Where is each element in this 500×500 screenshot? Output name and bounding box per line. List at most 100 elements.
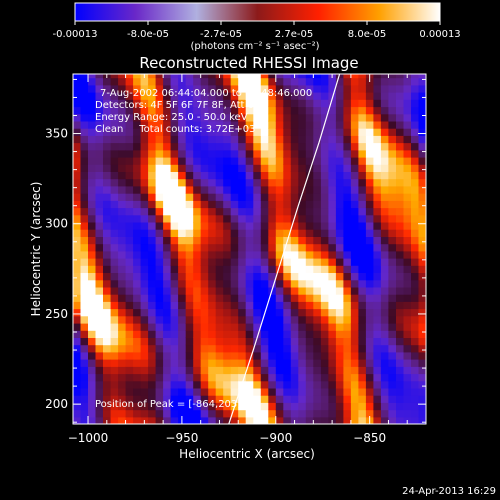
heatmap-cell: [95, 308, 104, 317]
heatmap-cell: [110, 395, 119, 403]
heatmap-cell: [80, 286, 89, 295]
heatmap-cell: [358, 135, 367, 144]
heatmap-cell: [365, 351, 374, 360]
heatmap-cell: [358, 164, 367, 172]
heatmap-cell: [403, 207, 412, 216]
heatmap-cell: [208, 77, 217, 86]
heatmap-cell: [125, 258, 134, 266]
heatmap-cell: [140, 164, 149, 172]
heatmap-cell: [170, 409, 179, 418]
heatmap-cell: [95, 135, 104, 144]
heatmap-cell: [253, 229, 262, 237]
heatmap-cell: [380, 272, 389, 281]
heatmap-cell: [230, 315, 239, 324]
heatmap-cell: [253, 236, 262, 245]
heatmap-cell: [268, 250, 277, 259]
heatmap-cell: [155, 315, 164, 324]
heatmap-cell: [223, 178, 232, 187]
heatmap-cell: [411, 142, 420, 151]
heatmap-cell: [170, 99, 179, 108]
heatmap-cell: [373, 373, 382, 382]
heatmap-cell: [335, 84, 344, 93]
heatmap-cell: [290, 99, 299, 108]
heatmap-cell: [95, 229, 104, 237]
heatmap-cell: [155, 171, 164, 180]
heatmap-cell: [230, 200, 239, 209]
heatmap-cell: [388, 207, 397, 216]
heatmap-cell: [335, 366, 344, 375]
heatmap-cell: [215, 171, 224, 180]
heatmap-cell: [103, 308, 112, 317]
heatmap-cell: [373, 106, 382, 115]
heatmap-cell: [223, 99, 232, 108]
heatmap-cell: [403, 149, 412, 158]
heatmap-cell: [110, 128, 119, 136]
heatmap-cell: [350, 344, 359, 353]
heatmap-cell: [178, 265, 187, 273]
heatmap-cell: [208, 113, 217, 122]
heatmap-cell: [118, 380, 127, 389]
heatmap-cell: [320, 366, 329, 375]
heatmap-cell: [238, 120, 247, 129]
heatmap-cell: [95, 113, 104, 122]
heatmap-cell: [260, 74, 269, 79]
heatmap-cell: [380, 106, 389, 115]
heatmap-cell: [140, 157, 149, 165]
heatmap-cell: [125, 409, 134, 418]
heatmap-cell: [245, 258, 254, 266]
heatmap-cell: [418, 193, 426, 201]
heatmap-cell: [155, 236, 164, 245]
heatmap-cell: [328, 185, 337, 194]
heatmap-cell: [305, 416, 314, 424]
heatmap-cell: [215, 164, 224, 172]
heatmap-cell: [335, 185, 344, 194]
heatmap-cell: [305, 315, 314, 324]
heatmap-cell: [418, 207, 426, 216]
heatmap-cell: [118, 402, 127, 411]
heatmap-cell: [178, 135, 187, 144]
heatmap-cell: [200, 416, 209, 424]
heatmap-cell: [388, 265, 397, 273]
heatmap-cell: [290, 185, 299, 194]
heatmap-cell: [388, 308, 397, 317]
heatmap-cell: [238, 243, 247, 252]
heatmap-cell: [343, 294, 352, 302]
heatmap-cell: [118, 265, 127, 273]
heatmap-cell: [328, 395, 337, 403]
heatmap-cell: [200, 229, 209, 237]
heatmap-cell: [223, 84, 232, 93]
heatmap-cell: [373, 258, 382, 266]
heatmap-cell: [403, 294, 412, 302]
heatmap-cell: [358, 171, 367, 180]
heatmap-cell: [208, 337, 217, 346]
heatmap-cell: [178, 193, 187, 201]
heatmap-cell: [290, 366, 299, 375]
heatmap-cell: [223, 243, 232, 252]
heatmap-cell: [155, 164, 164, 172]
heatmap-cell: [298, 366, 307, 375]
heatmap-cell: [298, 149, 307, 158]
heatmap-cell: [275, 157, 284, 165]
heatmap-cell: [411, 214, 420, 223]
heatmap-cell: [125, 344, 134, 353]
heatmap-cell: [305, 279, 314, 288]
heatmap-cell: [223, 258, 232, 266]
heatmap-cell: [110, 214, 119, 223]
heatmap-cell: [298, 409, 307, 418]
heatmap-cell: [155, 351, 164, 360]
heatmap-cell: [80, 185, 89, 194]
heatmap-cell: [80, 74, 89, 79]
heatmap-cell: [118, 99, 127, 108]
heatmap-cell: [73, 373, 82, 382]
heatmap-cell: [320, 164, 329, 172]
heatmap-cell: [88, 344, 97, 353]
heatmap-cell: [305, 402, 314, 411]
heatmap-cell: [140, 135, 149, 144]
heatmap-cell: [335, 164, 344, 172]
heatmap-cell: [373, 214, 382, 223]
heatmap-cell: [125, 84, 134, 93]
heatmap-cell: [305, 164, 314, 172]
heatmap-cell: [118, 395, 127, 403]
heatmap-cell: [298, 250, 307, 259]
solar-limb-curve: [228, 74, 341, 424]
